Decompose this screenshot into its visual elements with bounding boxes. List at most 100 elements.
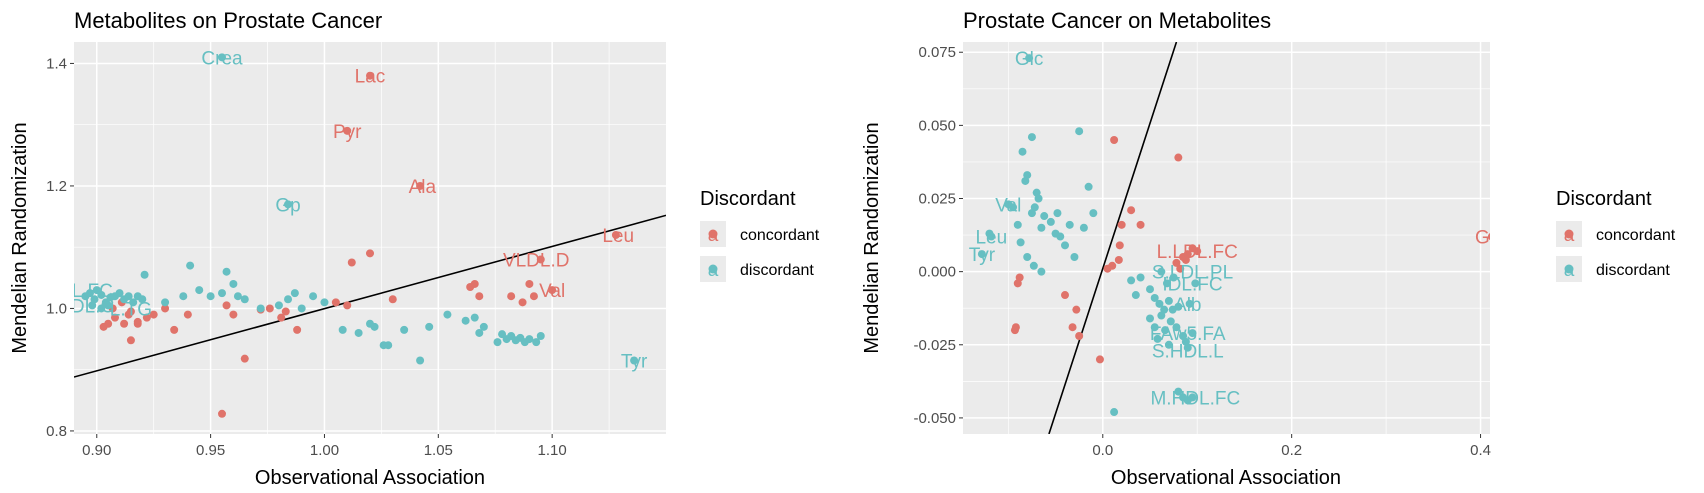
right-point-concordant <box>1072 305 1081 314</box>
left-point-discordant <box>222 267 231 276</box>
left-point-concordant <box>548 286 557 295</box>
right-point-discordant <box>1034 194 1043 203</box>
left-point-concordant <box>525 279 534 288</box>
left-legend-label-discordant: discordant <box>740 262 814 279</box>
right-point-discordant <box>1131 291 1140 300</box>
right-point-discordant <box>1157 267 1166 276</box>
left-point-concordant <box>366 71 374 80</box>
right-point-label: Alb <box>1174 295 1201 316</box>
right-point-concordant <box>1174 153 1183 162</box>
left-point-label: IDL.C <box>66 296 115 317</box>
left-point-concordant <box>475 292 484 301</box>
right-point-discordant <box>1079 223 1088 232</box>
left-point-discordant <box>400 325 409 334</box>
left-y-tick-label: 0.8 <box>46 423 67 440</box>
left-point-discordant <box>525 335 534 344</box>
right-point-discordant <box>1174 387 1183 396</box>
left-x-axis-title: Observational Association <box>255 467 485 489</box>
right-point-label: Glol <box>1475 228 1509 249</box>
left-point-concordant <box>343 301 352 310</box>
right-point-discordant <box>1004 200 1013 209</box>
left-point-discordant <box>274 301 283 310</box>
left-point-discordant <box>240 295 249 304</box>
right-point-discordant <box>1075 127 1084 136</box>
right-y-tick-label: -0.025 <box>913 337 956 354</box>
right-point-discordant <box>1013 220 1022 229</box>
right-plot-panel <box>963 42 1490 434</box>
left-gridlines <box>74 42 666 434</box>
left-point-concordant <box>388 295 397 304</box>
left-point-concordant <box>518 298 527 307</box>
left-point-discordant <box>85 289 94 298</box>
left-point-concordant <box>222 301 231 310</box>
right-point-label: Tyr <box>969 245 996 266</box>
left-point-concordant <box>161 304 170 313</box>
right-y-axis-title: Mendelian Randomization <box>861 122 883 353</box>
right-legend-title: Discordant <box>1556 188 1652 210</box>
left-point-label: Leu <box>602 226 634 247</box>
left-x-tick-label: 0.90 <box>82 442 111 459</box>
left-point-concordant <box>611 230 620 239</box>
left-point-label: Lac <box>355 67 386 88</box>
left-point-concordant <box>277 313 286 322</box>
left-point-discordant <box>195 286 204 295</box>
right-x-tick-label: 0.4 <box>1470 442 1491 459</box>
left-point-concordant <box>149 310 158 319</box>
left-point-discordant <box>493 338 502 347</box>
left-x-tick-label: 1.00 <box>310 442 339 459</box>
left-point-discordant <box>218 53 226 62</box>
left-point-label: Crea <box>201 48 243 69</box>
right-y-tick-label: 0.000 <box>918 264 956 281</box>
left-point-discordant <box>416 356 425 365</box>
right-point-concordant <box>1075 332 1084 340</box>
right-point-discordant <box>1016 238 1025 247</box>
left-y-axis-title: Mendelian Randomization <box>9 122 31 353</box>
right-point-discordant <box>1191 279 1200 288</box>
left-point-discordant <box>284 200 293 209</box>
left-point-discordant <box>218 289 226 298</box>
left-point-discordant <box>536 332 545 340</box>
left-reference-line <box>74 214 666 378</box>
right-reference-line <box>1048 42 1178 434</box>
right-point-concordant <box>1095 355 1104 364</box>
right-point-discordant <box>1110 408 1119 417</box>
right-point-discordant <box>985 229 994 238</box>
left-legend-dot-discordant <box>708 264 718 274</box>
right-point-concordant <box>1117 220 1126 229</box>
right-point-concordant <box>1068 323 1077 332</box>
left-point-discordant <box>186 261 195 270</box>
left-point-concordant <box>265 304 274 313</box>
left-point-discordant <box>479 322 488 331</box>
left-point-discordant <box>229 279 238 288</box>
right-point-concordant <box>1193 247 1202 256</box>
left-point-discordant <box>88 301 97 310</box>
right-points <box>977 54 1490 417</box>
left-point-discordant <box>532 338 541 347</box>
right-point-discordant <box>1037 267 1046 276</box>
left-point-discordant <box>290 289 299 298</box>
left-point-label: L.TG <box>110 299 152 320</box>
left-point-label: Ala <box>409 177 437 198</box>
left-point-label: Val <box>539 281 565 302</box>
left-chart-title: Metabolites on Prostate Cancer <box>74 8 382 33</box>
left-point-discordant <box>97 304 106 313</box>
right-point-discordant <box>1084 182 1093 191</box>
right-point-discordant <box>1029 261 1038 270</box>
left-point-discordant <box>309 292 318 301</box>
left-point-concordant <box>347 258 356 267</box>
left-point-label: Pyr <box>333 122 362 143</box>
right-point-concordant <box>1172 258 1181 267</box>
left-point-discordant <box>425 322 434 331</box>
right-point-discordant <box>1157 311 1166 320</box>
right-point-concordant <box>1010 326 1019 335</box>
right-point-discordant <box>1136 273 1145 282</box>
left-y-tick-label: 1.2 <box>46 178 67 195</box>
right-point-concordant <box>1127 206 1136 215</box>
right-chart: Prostate Cancer on Metabolites Glc Val Leu… <box>861 8 1509 489</box>
left-point-concordant <box>281 307 290 316</box>
left-point-concordant <box>170 325 179 334</box>
right-point-discordant <box>1021 176 1030 185</box>
right-point-discordant <box>1185 299 1194 308</box>
